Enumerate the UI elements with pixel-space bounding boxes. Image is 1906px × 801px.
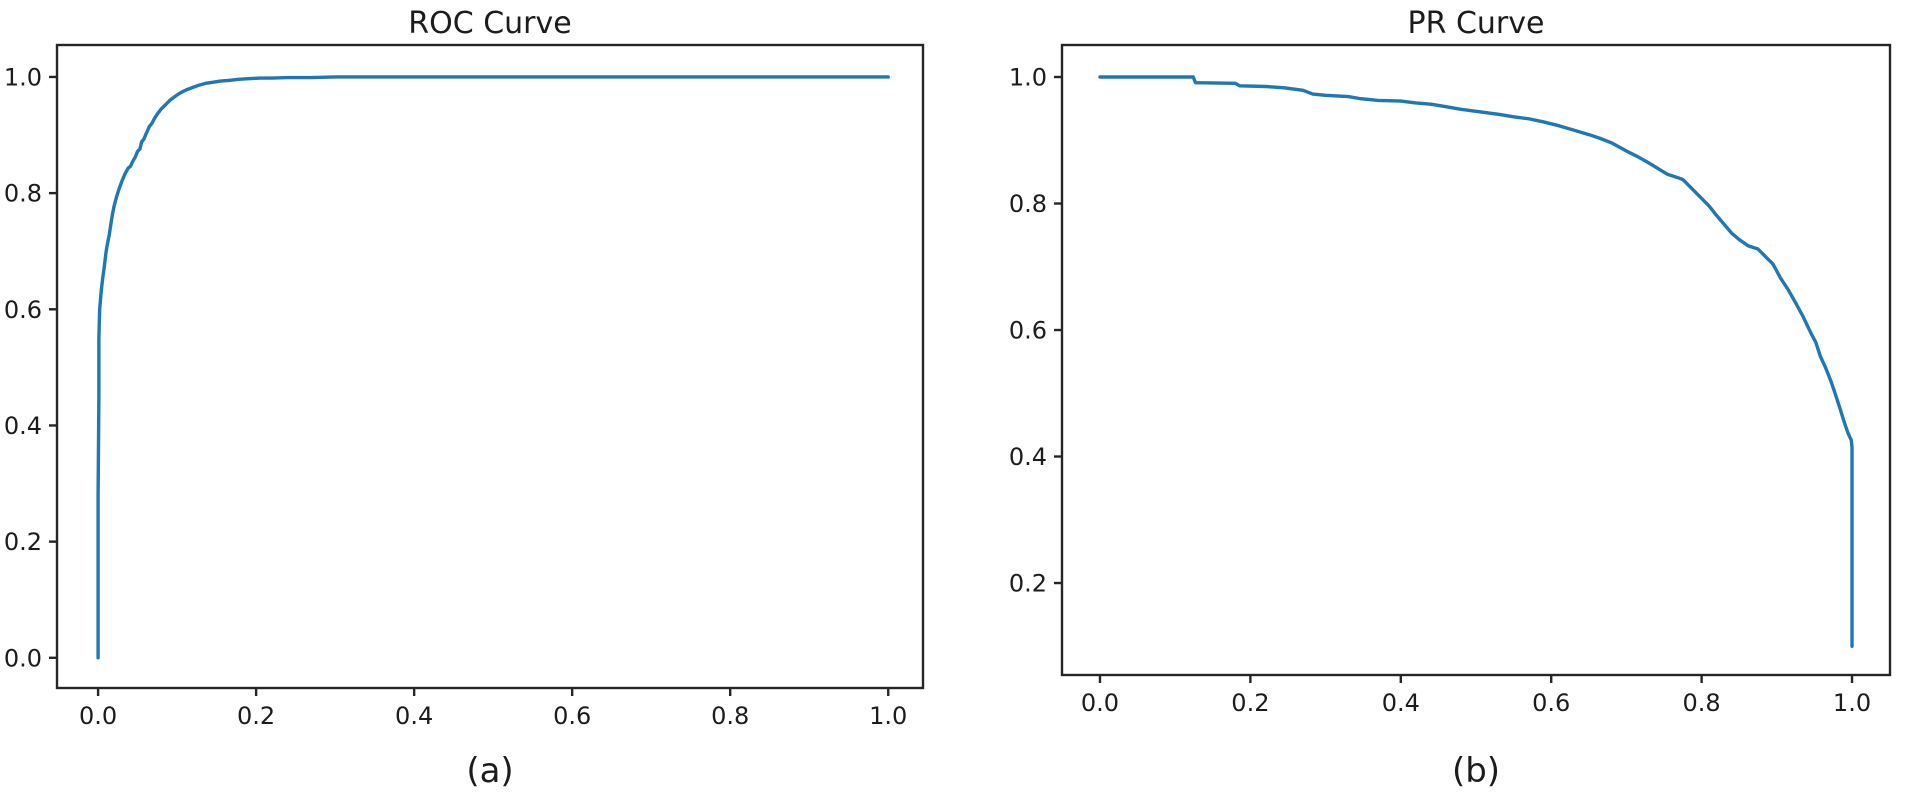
pr-caption: (b) — [1451, 751, 1501, 791]
pr-plot-area: 0.0 0.2 0.4 0.6 0.8 1.0 0.2 0.4 0.6 0.8 1.0 — [1009, 43, 1892, 717]
roc-axes-spines — [55, 43, 925, 690]
pr-y-tick-label: 0.6 — [1009, 317, 1047, 345]
pr-chart-title: PR Curve — [1407, 6, 1545, 41]
pr-x-tick-label: 0.0 — [1081, 689, 1119, 717]
pr-x-tick-label: 0.2 — [1231, 689, 1269, 717]
roc-plot-area: 0.0 0.2 0.4 0.6 0.8 1.0 0.0 0.2 0.4 0.6 0.8 1.0 — [4, 43, 925, 730]
pr-y-tick-label: 0.8 — [1009, 190, 1047, 218]
pr-y-tick-label: 1.0 — [1009, 64, 1047, 92]
roc-chart-title: ROC Curve — [408, 6, 572, 41]
roc-x-tick-label: 1.0 — [869, 702, 907, 730]
pr-x-tick-label: 0.6 — [1532, 689, 1570, 717]
roc-x-tick-label: 0.2 — [237, 702, 275, 730]
pr-curve-line — [1098, 75, 1854, 648]
roc-x-tick-label: 0.0 — [79, 702, 117, 730]
roc-y-tick-label: 0.0 — [4, 644, 42, 672]
pr-x-tick-label: 1.0 — [1833, 689, 1871, 717]
roc-y-tick-label: 0.8 — [4, 180, 42, 208]
roc-x-tick-label: 0.6 — [553, 702, 591, 730]
roc-y-tick-label: 0.2 — [4, 528, 42, 556]
roc-y-tick-label: 1.0 — [4, 63, 42, 91]
roc-y-tick-label: 0.4 — [4, 412, 42, 440]
roc-y-tick-label: 0.6 — [4, 296, 42, 324]
pr-y-tick-label: 0.4 — [1009, 443, 1047, 471]
pr-x-tick-label: 0.4 — [1382, 689, 1420, 717]
pr-axes-spines — [1060, 43, 1892, 677]
roc-x-tick-label: 0.4 — [395, 702, 433, 730]
pr-y-tick-label: 0.2 — [1009, 570, 1047, 598]
roc-x-tick-label: 0.8 — [711, 702, 749, 730]
roc-caption: (a) — [466, 751, 514, 791]
pr-x-tick-label: 0.8 — [1683, 689, 1721, 717]
roc-curve-line — [96, 75, 890, 660]
